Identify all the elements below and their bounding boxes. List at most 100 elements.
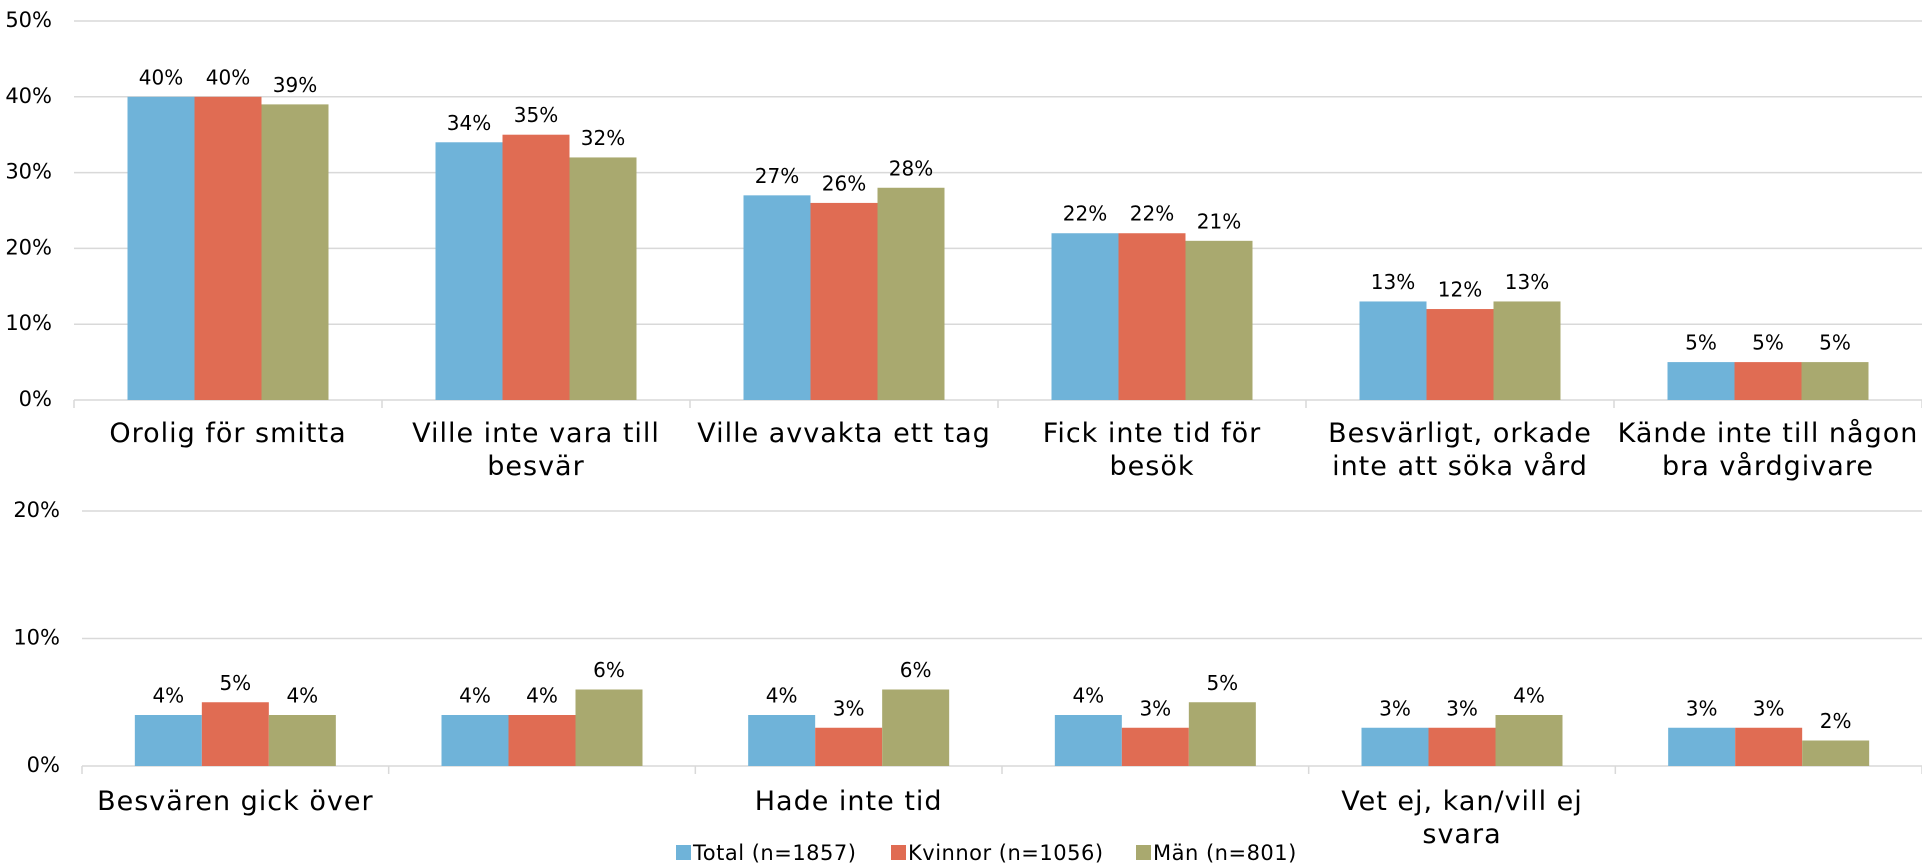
bar [1734, 362, 1802, 400]
label-line: Orolig för smitta [109, 418, 346, 449]
data-label: 6% [900, 658, 932, 682]
x-tick-label: Vet ej, kan/vill ej svara [1341, 786, 1583, 850]
data-label: 26% [822, 171, 866, 195]
bar [882, 689, 950, 766]
data-label: 3% [1379, 696, 1411, 720]
data-label: 4% [1513, 684, 1545, 708]
bar [261, 104, 329, 400]
label-line: svara [1422, 819, 1501, 850]
x-tick-label: Ville avvakta ett tag [697, 418, 991, 449]
data-label: 12% [1438, 278, 1482, 302]
data-label: 3% [1686, 696, 1718, 720]
bar [1493, 301, 1561, 400]
data-label: 35% [514, 103, 558, 127]
x-tick-label: Fick inte tid för besök [1043, 418, 1261, 482]
data-label: 3% [1446, 696, 1478, 720]
bar [877, 187, 945, 400]
bar [1802, 740, 1870, 766]
label-line: Vet ej, kan/vill ej [1341, 786, 1583, 817]
legend-label: Total (n=1857) [692, 841, 856, 865]
data-label: 2% [1820, 709, 1852, 733]
label-line: Ville avvakta ett tag [697, 418, 991, 449]
data-label: 4% [766, 684, 798, 708]
data-label: 3% [833, 696, 865, 720]
data-label: 39% [273, 73, 317, 97]
y-tick-label: 10% [13, 626, 60, 650]
data-label: 4% [526, 684, 558, 708]
bar [1735, 727, 1803, 766]
bar [134, 715, 202, 766]
data-label: 13% [1505, 270, 1549, 294]
y-tick-label: 20% [5, 235, 52, 259]
bar [1667, 362, 1735, 400]
data-label: 5% [1685, 331, 1717, 355]
bar [1801, 362, 1869, 400]
data-label: 5% [1206, 671, 1238, 695]
label-line: Besvärligt, orkade [1328, 418, 1592, 449]
bar [1051, 233, 1119, 400]
data-label: 4% [1072, 684, 1104, 708]
y-tick-label: 30% [5, 160, 52, 184]
bar [569, 157, 637, 400]
legend-swatch [891, 845, 906, 860]
data-label: 40% [206, 65, 250, 89]
bar [435, 142, 503, 400]
data-label: 22% [1063, 202, 1107, 226]
bar [194, 96, 262, 401]
bar [1359, 301, 1427, 400]
y-tick-label: 0% [19, 387, 52, 411]
y-tick-label: 50% [5, 8, 52, 32]
x-tick-label: Besvärligt, orkade inte att söka vård [1328, 418, 1592, 482]
data-label: 22% [1130, 202, 1174, 226]
x-tick-label: Orolig för smitta [109, 418, 346, 449]
bar [127, 96, 195, 401]
data-label: 34% [447, 111, 491, 135]
x-tick-label: Kände inte till någon bra vårdgivare [1618, 418, 1919, 482]
label-line: Ville inte vara till [412, 418, 660, 449]
label-line: besvär [487, 451, 584, 482]
y-tick-label: 20% [13, 498, 60, 522]
data-label: 5% [1752, 331, 1784, 355]
y-tick-label: 40% [5, 84, 52, 108]
data-label: 3% [1139, 696, 1171, 720]
bar [268, 715, 336, 766]
x-tick-label: Ville inte vara till besvär [412, 418, 660, 482]
bar [575, 689, 643, 766]
x-tick-label: Hade inte tid [755, 786, 943, 817]
bar [502, 134, 570, 400]
label-line: Hade inte tid [755, 786, 943, 817]
label-line: Fick inte tid för [1043, 418, 1261, 449]
bar [810, 202, 878, 400]
data-label: 5% [1819, 331, 1851, 355]
label-line: inte att söka vård [1332, 451, 1588, 482]
data-label: 4% [152, 684, 184, 708]
label-line: bra vårdgivare [1662, 451, 1874, 482]
legend-swatch [1136, 845, 1151, 860]
bar [1121, 727, 1189, 766]
x-tick-label: Besvären gick över [97, 786, 373, 817]
data-label: 6% [593, 658, 625, 682]
legend-swatch [676, 845, 691, 860]
bar [1428, 727, 1496, 766]
bar [201, 702, 269, 766]
label-line: Besvären gick över [97, 786, 373, 817]
label-line: Kände inte till någon [1618, 418, 1919, 449]
bar [815, 727, 883, 766]
data-label: 13% [1371, 270, 1415, 294]
y-tick-label: 10% [5, 311, 52, 335]
data-label: 27% [755, 164, 799, 188]
bar [1495, 715, 1563, 766]
bar [1426, 309, 1494, 400]
bar [743, 195, 811, 400]
bar [1361, 727, 1429, 766]
bar [508, 715, 576, 766]
data-label: 3% [1753, 696, 1785, 720]
data-label: 32% [581, 126, 625, 150]
bar [748, 715, 816, 766]
legend-label: Män (n=801) [1153, 841, 1297, 865]
data-label: 40% [139, 65, 183, 89]
bar [1668, 727, 1736, 766]
bar [1054, 715, 1122, 766]
data-label: 28% [889, 156, 933, 180]
